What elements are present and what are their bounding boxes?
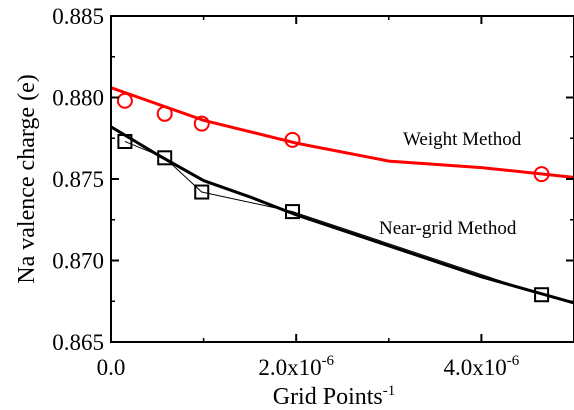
x-tick-label-exponent: -6 (507, 353, 520, 369)
near-grid-method-point (117, 134, 133, 150)
near-grid-method-series (110, 125, 574, 305)
y-tick-label: 0.875 (52, 167, 104, 192)
x-tick-label: 0.0 (97, 355, 126, 380)
x-tick-label-base: 2.0x10 (258, 355, 321, 380)
y-tick-label: 0.885 (52, 4, 104, 29)
x-axis-title: Grid Points-1 (273, 383, 396, 410)
annotation-weight-method: Weight Method (403, 129, 522, 150)
near-grid-method-point (534, 287, 550, 303)
x-axis-title-text: Grid Points (273, 384, 383, 410)
x-axis-title-exponent: -1 (383, 383, 396, 399)
near-grid-method-fit-curve (110, 125, 574, 305)
x-tick-label: 4.0x10-6 (444, 353, 520, 380)
weight-method-series (110, 86, 574, 183)
weight-method-fit-curve (110, 86, 574, 179)
x-tick-label-base: 4.0x10 (444, 355, 507, 380)
weight-method-point (116, 92, 133, 109)
y-tick-label: 0.865 (52, 330, 104, 355)
weight-method-point (156, 105, 173, 122)
x-tick-label: 2.0x10-6 (258, 353, 334, 380)
weight-method-point (533, 166, 550, 183)
weight-method-point (284, 131, 301, 148)
near-grid-method-point (194, 184, 210, 200)
ticks-layer (110, 15, 574, 343)
y-axis-title: Na valence charge (e) (14, 74, 40, 283)
near-grid-method-point (157, 150, 173, 166)
series-layer (110, 86, 574, 305)
plot-frame (110, 15, 574, 343)
annotation-near-grid-method: Near-grid Method (379, 218, 517, 239)
near-grid-method-point (284, 204, 300, 220)
y-tick-label: 0.870 (52, 249, 104, 274)
y-tick-label: 0.880 (52, 86, 104, 111)
near-grid-method-connector-line (124, 141, 542, 296)
x-tick-label-exponent: -6 (322, 353, 335, 369)
weight-method-point (193, 115, 210, 132)
x-tick-label-base: 0.0 (97, 355, 126, 380)
